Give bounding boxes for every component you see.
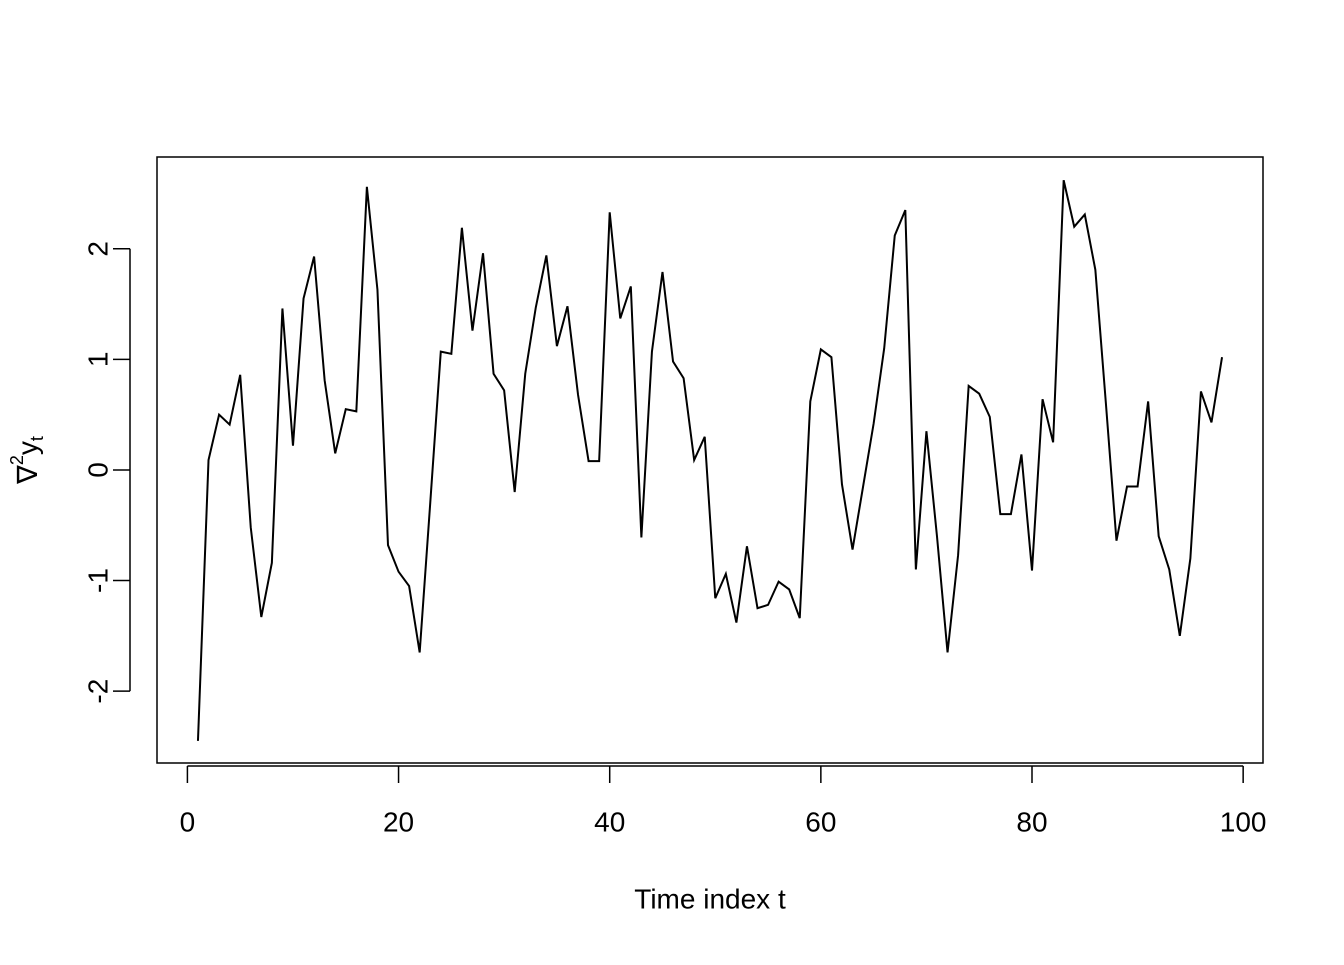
data-line [196, 180, 1224, 741]
y-tick-label: 0 [82, 462, 113, 478]
y-tick-label: 2 [82, 241, 113, 257]
x-tick-label: 80 [1016, 806, 1047, 837]
x-tick-label: 20 [383, 806, 414, 837]
y-tick-label: -2 [82, 679, 113, 704]
plot-box [156, 156, 1264, 764]
x-axis-label: Time index t [634, 883, 786, 914]
x-tick-label: 40 [594, 806, 625, 837]
y-label-sup: 2 [7, 455, 27, 465]
y-label-symbol: ∇ [12, 465, 43, 485]
x-tick-label: 0 [180, 806, 196, 837]
y-label-base: y [12, 441, 43, 455]
x-tick-label: 100 [1220, 806, 1267, 837]
y-tick-label: 1 [82, 352, 113, 368]
y-tick-label: -1 [82, 568, 113, 593]
y-axis-label: ∇2yt [7, 436, 47, 485]
y-label-sub: t [27, 436, 47, 441]
x-tick-label: 60 [805, 806, 836, 837]
